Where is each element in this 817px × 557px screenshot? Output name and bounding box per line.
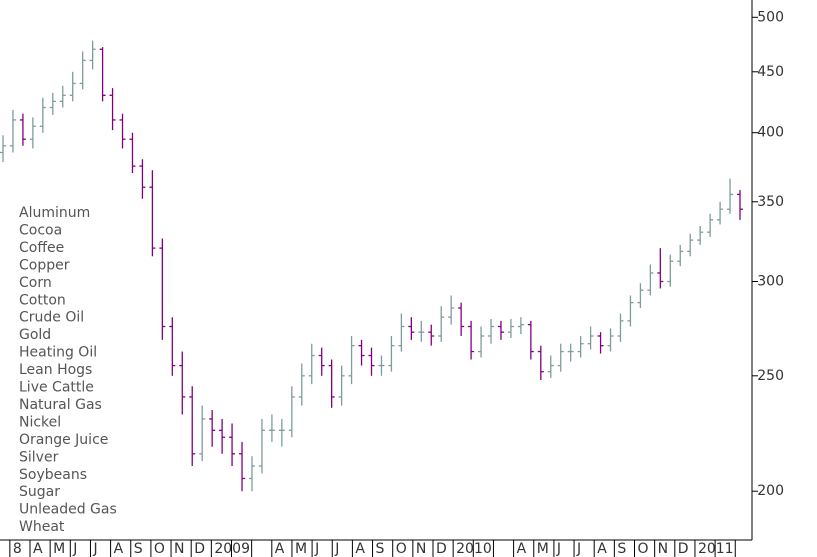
x-tick-label: A xyxy=(597,541,607,557)
x-tick-label: O xyxy=(154,541,165,557)
y-tick-label: 200 xyxy=(757,483,784,499)
commodity-item[interactable]: Wheat xyxy=(19,519,65,535)
x-tick-label: M xyxy=(537,541,549,557)
commodity-item[interactable]: Aluminum xyxy=(19,205,90,221)
x-tick-label: 2011 xyxy=(698,541,734,557)
y-tick-label: 500 xyxy=(757,9,784,25)
y-tick-label: 450 xyxy=(757,64,784,80)
x-tick-label: A xyxy=(114,541,124,557)
y-tick-label: 400 xyxy=(757,125,784,141)
commodity-item[interactable]: Lean Hogs xyxy=(19,362,92,378)
commodity-item[interactable]: Orange Juice xyxy=(19,432,108,448)
x-tick-label: N xyxy=(174,541,184,557)
x-tick-label: D xyxy=(194,541,205,557)
x-tick-label: A xyxy=(355,541,365,557)
y-tick-label: 300 xyxy=(757,274,784,290)
x-tick-label: J xyxy=(334,541,339,557)
commodity-item[interactable]: Sugar xyxy=(19,484,60,500)
x-tick-label: 2010 xyxy=(456,541,492,557)
x-tick-label: 2009 xyxy=(214,541,250,557)
x-tick-label: J xyxy=(556,541,561,557)
commodity-item[interactable]: Natural Gas xyxy=(19,397,102,413)
x-tick-label: A xyxy=(33,541,43,557)
x-tick-label: J xyxy=(72,541,77,557)
commodity-item[interactable]: Nickel xyxy=(19,414,61,430)
x-tick-label: J xyxy=(576,541,581,557)
x-tick-label: D xyxy=(436,541,447,557)
x-tick-label: A xyxy=(275,541,285,557)
x-tick-label: J xyxy=(314,541,319,557)
commodity-item[interactable]: Soybeans xyxy=(19,467,87,483)
x-tick-label: A xyxy=(517,541,527,557)
x-tick-label: M xyxy=(53,541,65,557)
x-tick-label: S xyxy=(134,541,143,557)
commodity-item[interactable]: Crude Oil xyxy=(19,310,84,326)
commodity-item[interactable]: Copper xyxy=(19,257,70,273)
commodity-item[interactable]: Unleaded Gas xyxy=(19,502,117,518)
commodity-item[interactable]: Silver xyxy=(19,449,59,465)
x-tick-label: 8 xyxy=(13,541,22,557)
commodity-item[interactable]: Cocoa xyxy=(19,222,62,238)
y-tick-label: 250 xyxy=(757,368,784,384)
commodity-item[interactable]: Cotton xyxy=(19,292,66,308)
x-tick-label: O xyxy=(638,541,649,557)
commodity-item[interactable]: Live Cattle xyxy=(19,380,94,396)
commodity-item[interactable]: Heating Oil xyxy=(19,345,97,361)
x-tick-label: S xyxy=(376,541,385,557)
x-tick-label: S xyxy=(617,541,626,557)
x-tick-label: M xyxy=(295,541,307,557)
x-tick-label: N xyxy=(416,541,426,557)
x-tick-label: O xyxy=(396,541,407,557)
x-tick-label: D xyxy=(678,541,689,557)
commodity-item[interactable]: Corn xyxy=(19,275,52,291)
x-tick-label: N xyxy=(658,541,668,557)
x-tick-label: J xyxy=(92,541,97,557)
commodity-item[interactable]: Coffee xyxy=(19,240,64,256)
y-tick-label: 350 xyxy=(757,194,784,210)
commodity-item[interactable]: Gold xyxy=(19,327,51,343)
